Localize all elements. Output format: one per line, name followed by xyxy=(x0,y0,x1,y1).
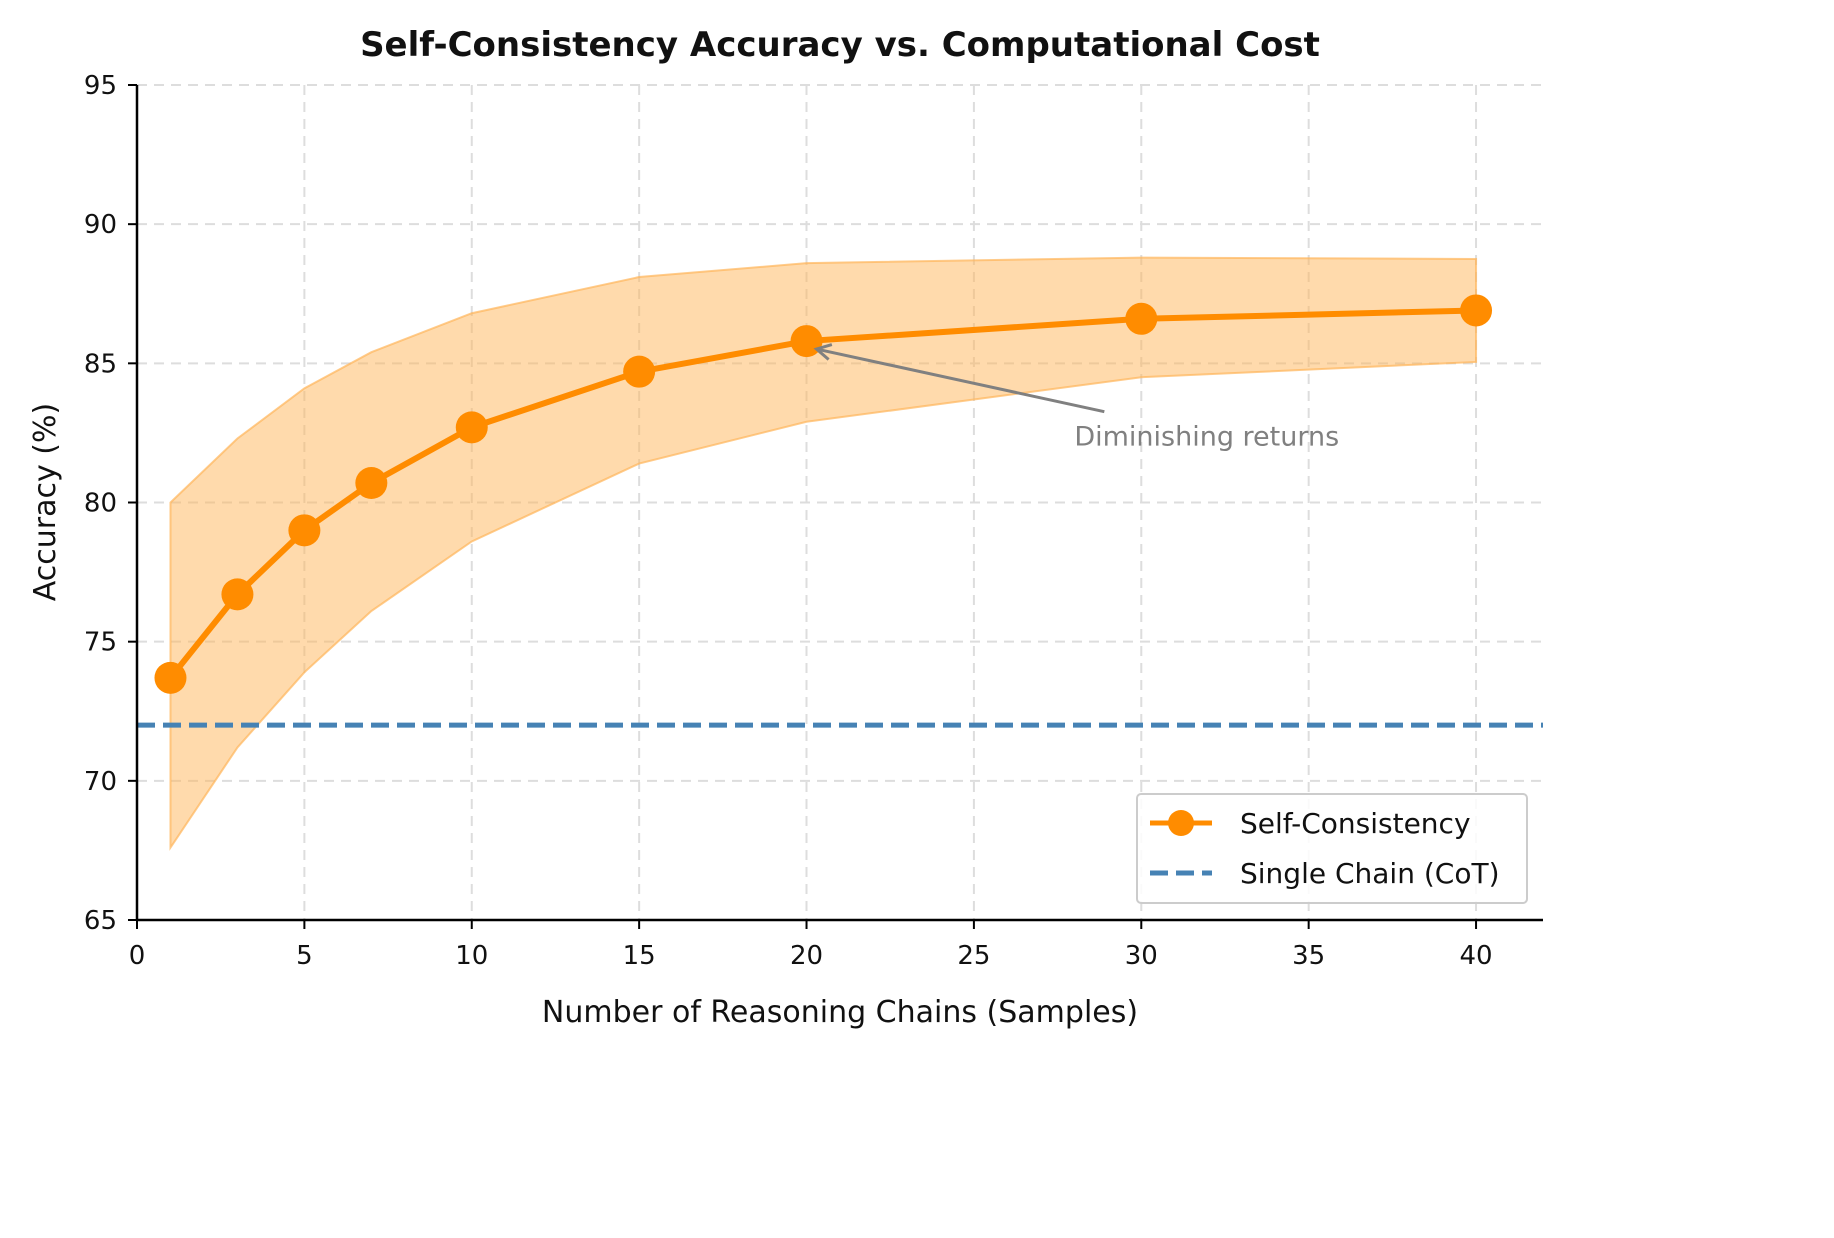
annotation-text: Diminishing returns xyxy=(1074,422,1339,453)
data-point xyxy=(288,514,321,547)
data-point xyxy=(455,411,488,444)
data-point xyxy=(154,661,187,694)
annotation-arrowhead xyxy=(813,343,833,361)
confidence-band xyxy=(169,256,1478,851)
legend-label-single-chain: Single Chain (CoT) xyxy=(1240,857,1500,890)
data-point xyxy=(1460,294,1493,327)
y-tick-label: 70 xyxy=(84,767,117,797)
legend-frame xyxy=(1136,793,1528,904)
x-tick-label: 5 xyxy=(296,941,313,971)
legend-marker-self-consistency xyxy=(1168,810,1194,836)
y-tick-label: 80 xyxy=(84,489,117,519)
annotation-arrow xyxy=(816,347,1105,414)
x-axis-label: Number of Reasoning Chains (Samples) xyxy=(542,995,1138,1030)
y-tick-label: 95 xyxy=(84,71,117,101)
axes: 0 5 10 15 20 25 30 35 40 65 70 75 80 85 90 95 xyxy=(84,71,1543,971)
y-tick-label: 85 xyxy=(84,349,117,379)
y-axis-label: Accuracy (%) xyxy=(28,403,63,601)
x-tick-label: 30 xyxy=(1125,941,1158,971)
y-tick-label: 90 xyxy=(84,210,117,240)
self-consistency-series xyxy=(154,294,1493,694)
annotation: Diminishing returns xyxy=(813,343,1339,453)
y-tick-label: 65 xyxy=(84,906,117,936)
legend-label-self-consistency: Self-Consistency xyxy=(1240,807,1471,840)
x-tick-label: 15 xyxy=(623,941,656,971)
x-tick-label: 10 xyxy=(455,941,488,971)
data-point xyxy=(355,467,388,500)
chart-title: Self-Consistency Accuracy vs. Computatio… xyxy=(360,25,1320,65)
x-tick-label: 40 xyxy=(1460,941,1493,971)
x-tick-label: 25 xyxy=(957,941,990,971)
x-tick-label: 20 xyxy=(790,941,823,971)
data-point xyxy=(221,578,254,611)
y-tick-label: 75 xyxy=(84,628,117,658)
data-point xyxy=(623,355,656,388)
confidence-band-area xyxy=(169,256,1478,851)
legend: Self-Consistency Single Chain (CoT) xyxy=(1136,793,1528,904)
data-point xyxy=(1125,302,1158,335)
data-point xyxy=(790,325,823,358)
x-tick-label: 35 xyxy=(1292,941,1325,971)
x-tick-label: 0 xyxy=(129,941,146,971)
